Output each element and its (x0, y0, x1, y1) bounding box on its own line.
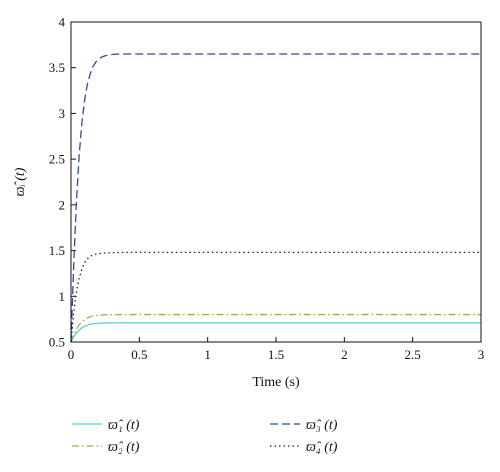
x-axis-label: Time (s) (252, 375, 300, 390)
y-tick-label: 3 (59, 106, 66, 121)
series-line-3 (70, 53, 481, 343)
series-layer (70, 53, 481, 343)
y-tick-label: 1 (59, 289, 66, 304)
x-tick-label: 2 (341, 347, 348, 362)
y-tick-label: 3.5 (49, 60, 65, 75)
legend-label-3: ϖ̂₃ (t) (306, 418, 338, 433)
y-tick-label: 1.5 (49, 243, 65, 258)
y-tick-label: 0.5 (49, 335, 65, 350)
legend: ϖ̂₁ (t) ϖ̂₃ (t) ϖ̂₂ (t) ϖ̂₄ (t) (72, 418, 338, 455)
y-tick-label: 2.5 (49, 152, 65, 167)
x-tick-label: 2.5 (405, 347, 421, 362)
series-line-4 (70, 251, 481, 343)
legend-label-1: ϖ̂₁ (t) (108, 418, 140, 433)
plot-frame (70, 21, 482, 343)
y-axis-label: ϖ̂ᵢ (t) (13, 167, 28, 196)
x-tick-label: 0.5 (131, 347, 147, 362)
series-line-2 (70, 313, 481, 343)
x-tick-label: 1 (204, 347, 211, 362)
tick-layer: 0 0.5 1 1.5 2 2.5 30.511.522.533.54 (49, 15, 485, 363)
x-tick-label: 0 (68, 347, 75, 362)
x-tick-label: 1.5 (268, 347, 284, 362)
legend-label-4: ϖ̂₄ (t) (306, 440, 338, 455)
y-tick-label: 2 (59, 197, 66, 212)
x-tick-label: 3 (478, 347, 485, 362)
legend-label-2: ϖ̂₂ (t) (108, 440, 140, 455)
series-line-1 (70, 322, 481, 343)
y-tick-label: 4 (59, 15, 66, 30)
